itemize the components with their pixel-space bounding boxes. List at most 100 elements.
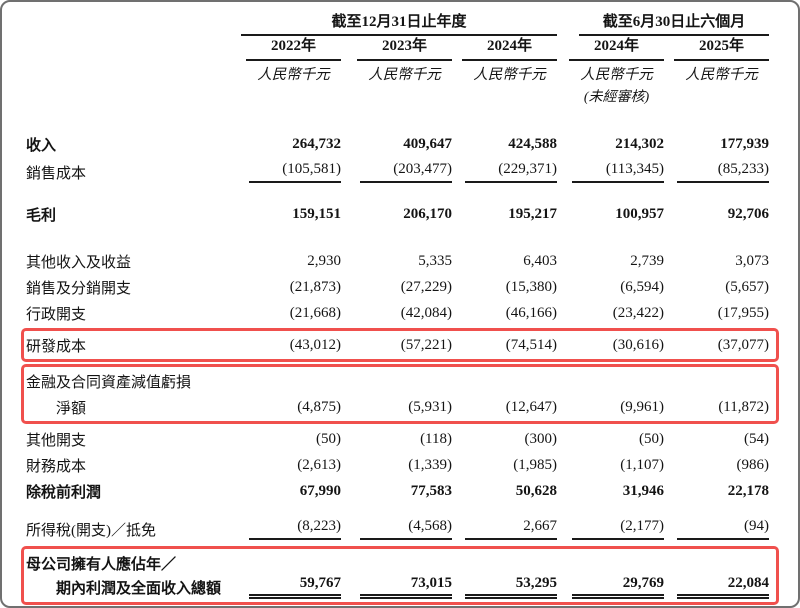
table-row-income-tax: 所得稅(開支)／抵免 (8,223) (4,568) 2,667 (2,177)… xyxy=(26,516,770,542)
row-label: 金融及合同資產減值虧損 xyxy=(26,374,192,391)
table-row-other-income: 其他收入及收益 2,930 5,335 6,403 2,739 3,073 xyxy=(26,248,770,274)
unaudited-note: (未經審核) xyxy=(583,90,650,105)
cell-value: (4,875) xyxy=(297,398,341,415)
cell-value: (986) xyxy=(736,456,770,473)
table-row-gross-profit: 毛利 159,151 206,170 195,217 100,957 92,70… xyxy=(26,200,770,228)
cell-value: (43,012) xyxy=(289,336,341,353)
table-row-total-profit-line1: 母公司擁有人應佔年／ xyxy=(26,552,770,574)
cell-value: (4,568) xyxy=(341,518,452,540)
cell-value: (85,233) xyxy=(664,161,769,183)
year-header: 2024年 xyxy=(557,34,664,61)
table-row-profit-before-tax: 除稅前利潤 67,990 77,583 50,628 31,946 22,178 xyxy=(26,478,770,504)
cell-value: (300) xyxy=(524,430,558,447)
unit-header: 人民幣千元 xyxy=(685,67,758,83)
cell-value: 159,151 xyxy=(292,205,341,222)
cell-value: 206,170 xyxy=(403,205,452,222)
table-row-cost-of-sales: 銷售成本 (105,581) (203,477) (229,371) (113,… xyxy=(26,158,770,186)
highlight-box-impairment-losses: 金融及合同資產減值虧損 淨額 (4,875) (5,931) (12,647) … xyxy=(21,364,779,424)
cell-value: (27,229) xyxy=(400,278,452,295)
cell-value: (50) xyxy=(639,430,664,447)
cell-value: (17,955) xyxy=(717,304,769,321)
cell-value: 59,767 xyxy=(241,575,341,599)
cell-value: (229,371) xyxy=(452,161,557,183)
cell-value: 2,739 xyxy=(630,252,664,269)
cell-value: (5,657) xyxy=(725,278,769,295)
cell-value: 3,073 xyxy=(735,252,769,269)
cell-value: 50,628 xyxy=(515,482,557,499)
cell-value: (105,581) xyxy=(241,161,341,183)
cell-value: (21,668) xyxy=(289,304,341,321)
cell-value: (1,107) xyxy=(620,456,664,473)
unit-header: 人民幣千元 xyxy=(580,67,653,83)
cell-value: (54) xyxy=(744,430,769,447)
cell-value: (203,477) xyxy=(341,161,452,183)
row-label: 收入 xyxy=(26,137,57,154)
cell-value: (12,647) xyxy=(505,398,557,415)
table-row-selling-expenses: 銷售及分銷開支 (21,873) (27,229) (15,380) (6,59… xyxy=(26,274,770,300)
unit-header: 人民幣千元 xyxy=(368,67,441,83)
cell-value: (74,514) xyxy=(505,336,557,353)
row-label: 其他開支 xyxy=(26,432,87,449)
cell-value: 2,930 xyxy=(307,252,341,269)
cell-value: (15,380) xyxy=(505,278,557,295)
row-label: 財務成本 xyxy=(26,458,87,475)
table-row-finance-costs: 財務成本 (2,613) (1,339) (1,985) (1,107) (98… xyxy=(26,452,770,478)
header-empty-cell xyxy=(26,10,241,36)
table-row-revenue: 收入 264,732 409,647 424,588 214,302 177,9… xyxy=(26,130,770,158)
cell-value: (1,985) xyxy=(513,456,557,473)
row-label: 行政開支 xyxy=(26,306,87,323)
table-row-other-expenses: 其他開支 (50) (118) (300) (50) (54) xyxy=(26,426,770,452)
header-units: 人民幣千元 人民幣千元 人民幣千元 人民幣千元 人民幣千元 xyxy=(26,60,770,86)
cell-value: (8,223) xyxy=(241,518,341,540)
cell-value: 29,769 xyxy=(557,575,664,599)
cell-value: 177,939 xyxy=(720,135,769,152)
cell-value: 5,335 xyxy=(418,252,452,269)
cell-value: 409,647 xyxy=(403,135,452,152)
table-row-impairment-line1: 金融及合同資產減值虧損 xyxy=(26,368,770,394)
cell-value: (2,177) xyxy=(557,518,664,540)
period-group-annual: 截至12月31日止年度 xyxy=(241,10,557,36)
header-period-groups: 截至12月31日止年度 截至6月30日止六個月 xyxy=(26,10,770,36)
period-group-interim: 截至6月30日止六個月 xyxy=(579,10,769,36)
cell-value: (113,345) xyxy=(557,161,664,183)
cell-value: (46,166) xyxy=(505,304,557,321)
cell-value: (5,931) xyxy=(408,398,452,415)
cell-value: 22,178 xyxy=(727,482,769,499)
header-years: 2022年 2023年 2024年 2024年 2025年 xyxy=(26,34,770,61)
unit-header: 人民幣千元 xyxy=(473,67,546,83)
unit-header: 人民幣千元 xyxy=(257,67,330,83)
row-label: 研發成本 xyxy=(26,338,87,355)
cell-value: 214,302 xyxy=(615,135,664,152)
cell-value: (2,613) xyxy=(297,456,341,473)
cell-value: (23,422) xyxy=(612,304,664,321)
cell-value: (9,961) xyxy=(620,398,664,415)
table-row-admin-expenses: 行政開支 (21,668) (42,084) (46,166) (23,422)… xyxy=(26,300,770,326)
year-header: 2025年 xyxy=(664,34,769,61)
cell-value: 77,583 xyxy=(410,482,452,499)
table-row-total-profit-line2: 期內利潤及全面收入總額 59,767 73,015 53,295 29,769 … xyxy=(26,574,770,600)
cell-value: 92,706 xyxy=(727,205,769,222)
year-header: 2022年 xyxy=(241,34,341,61)
cell-value: 22,084 xyxy=(664,575,769,599)
cell-value: 264,732 xyxy=(292,135,341,152)
cell-value: (6,594) xyxy=(620,278,664,295)
row-label: 除稅前利潤 xyxy=(26,484,102,501)
cell-value: 195,217 xyxy=(508,205,557,222)
cell-value: (57,221) xyxy=(400,336,452,353)
cell-value: (42,084) xyxy=(400,304,452,321)
highlight-box-total-profit: 母公司擁有人應佔年／ 期內利潤及全面收入總額 59,767 73,015 53,… xyxy=(21,546,779,605)
cell-value: (30,616) xyxy=(612,336,664,353)
table-row-impairment-line2: 淨額 (4,875) (5,931) (12,647) (9,961) (11,… xyxy=(26,394,770,420)
cell-value: 67,990 xyxy=(299,482,341,499)
cell-value: (94) xyxy=(664,518,769,540)
cell-value: (21,873) xyxy=(289,278,341,295)
row-label: 母公司擁有人應佔年／ xyxy=(26,556,177,573)
cell-value: 6,403 xyxy=(523,252,557,269)
cell-value: (118) xyxy=(420,430,452,447)
cell-value: 424,588 xyxy=(508,135,557,152)
cell-value: (11,872) xyxy=(718,398,769,415)
row-label: 銷售成本 xyxy=(26,165,87,182)
year-header: 2024年 xyxy=(452,34,557,61)
row-label: 期內利潤及全面收入總額 xyxy=(56,580,222,597)
cell-value: (1,339) xyxy=(408,456,452,473)
